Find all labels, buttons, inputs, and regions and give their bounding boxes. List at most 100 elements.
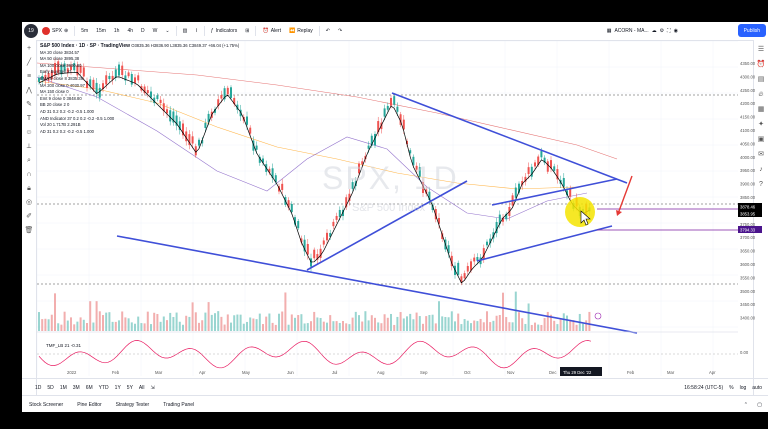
legend-row[interactable]: Early Buy/Sell 21 [40, 69, 72, 75]
volume-bar [105, 312, 108, 331]
pattern-icon[interactable]: ⋀ [26, 87, 32, 94]
tab-trading-panel[interactable]: Trading Panel [163, 401, 195, 408]
volume-bar [118, 320, 120, 331]
time-axis[interactable]: 2022 Feb Mar Apr May Jun Jul Aug Sep Oct Nov Dec Feb… [37, 366, 738, 378]
interval-5m[interactable]: 5m [81, 28, 89, 34]
candle-body [98, 87, 101, 98]
interval-dropdown-icon[interactable]: ⌄ [165, 28, 170, 34]
legend-row[interactable]: MA 200 close 0 4030.97 [40, 82, 85, 88]
hotlist-icon[interactable]: 🔥︎ [758, 91, 764, 98]
camera-icon[interactable]: ◉ [673, 27, 678, 34]
trash-icon[interactable]: 🗑︎ [24, 227, 34, 234]
volume-bar [54, 293, 56, 331]
emoji-icon[interactable]: ☺ [25, 129, 33, 136]
range-5y[interactable]: 5Y [126, 384, 133, 391]
ruler-icon[interactable]: ⟂ [26, 143, 32, 150]
time-axis-label: Oct [464, 370, 471, 375]
volume-bar [575, 324, 578, 331]
chat-icon[interactable]: ✉ [758, 151, 764, 158]
range-1d[interactable]: 1D [35, 384, 42, 391]
collapse-panel-icon[interactable]: ⌃ [743, 401, 748, 408]
volume-bar [92, 322, 95, 331]
range-1y[interactable]: 1Y [114, 384, 121, 391]
symbol-search[interactable]: SPX ⊕ [38, 27, 72, 35]
log-toggle[interactable]: log [739, 384, 747, 391]
legend-row[interactable]: MA 50 close 3895.38 [40, 56, 80, 62]
interval-1h[interactable]: 1h [113, 28, 120, 34]
legend-row[interactable]: AD 31 0.2 0.2 -0.2 -0.5 1.000 [40, 108, 95, 114]
replay-button[interactable]: ⏪ Replay [288, 28, 313, 34]
legend-row[interactable]: BB 20 close 2 0 [40, 102, 70, 108]
alert-button[interactable]: ⏰ Alert [262, 28, 281, 34]
legend-row[interactable]: Emt 9 close 0 3848.80 [40, 95, 82, 101]
indicators-button[interactable]: ƒ Indicators [210, 28, 238, 34]
redo-icon[interactable]: ↷ [337, 28, 343, 34]
price-chart[interactable] [37, 41, 738, 376]
interval-d[interactable]: D [141, 28, 145, 34]
fib-icon[interactable]: ≡ [26, 73, 32, 80]
volume-bar [294, 317, 296, 331]
data-window-icon[interactable]: ▤ [757, 76, 765, 83]
percent-toggle[interactable]: % [729, 384, 734, 391]
range-ytd[interactable]: YTD [98, 384, 109, 391]
legend-row[interactable]: MA 150 close 0 [40, 89, 69, 95]
bar-style-icon[interactable]: ▥ [182, 28, 188, 34]
legend-row[interactable]: MA 20 close 3834.57 [40, 49, 80, 55]
eye-icon[interactable]: ◎ [25, 199, 33, 206]
legend-row[interactable]: MA 100 close 3900.80 [40, 62, 82, 68]
interval-4h[interactable]: 4h [127, 28, 134, 34]
tsi-legend[interactable]: TMF_LB 21 -0.31 [46, 343, 82, 348]
clock-time[interactable]: 16:58:24 (UTC-5) [684, 384, 724, 391]
compare-icon[interactable]: ⌇ [195, 28, 198, 34]
watchlist-icon[interactable]: ☰ [757, 46, 765, 53]
brush-icon[interactable]: ✎ [26, 101, 32, 108]
fullscreen-icon[interactable]: ⛶ [667, 27, 671, 34]
lock-icon[interactable]: 🔒︎ [27, 185, 31, 192]
auto-toggle[interactable]: auto [752, 384, 762, 391]
candle-body [118, 64, 120, 76]
calendar-icon[interactable]: ▦ [757, 106, 765, 113]
volume-bar [271, 322, 274, 331]
range-5d[interactable]: 5D [47, 384, 54, 391]
magnet-icon[interactable]: ∩ [26, 171, 32, 178]
zoom-icon[interactable]: ⌕ [27, 157, 31, 164]
settings-gear-icon[interactable]: ⚙ [659, 27, 665, 34]
maximize-panel-icon[interactable]: ▢ [757, 401, 762, 408]
text-icon[interactable]: T [26, 115, 32, 122]
price-axis[interactable]: 4350.00 4300.00 4250.00 4200.00 4150.00 4100.… [738, 41, 768, 378]
legend-row[interactable]: Vol 20 1.717B 2.291B [40, 122, 81, 128]
legend-row[interactable]: AND Indicator 37 0.2 0.2 -0.2 -0.5 1.000 [40, 115, 115, 121]
range-3m[interactable]: 3M [72, 384, 80, 391]
undo-icon[interactable]: ↶ [325, 28, 330, 34]
tab-strategy-tester[interactable]: Strategy Tester [115, 401, 150, 408]
stay-drawing-icon[interactable]: ✐ [26, 213, 32, 220]
range-6m[interactable]: 6M [85, 384, 93, 391]
goto-date-icon[interactable]: ⇲ [150, 384, 155, 391]
ideas-icon[interactable]: ✦ [758, 121, 764, 128]
interval-w[interactable]: W [152, 28, 158, 34]
volume-bar [242, 323, 245, 331]
legend-row[interactable]: AD 31 0.2 0.2 -0.2 -0.5 1.000 [40, 128, 95, 134]
candle-body [447, 245, 450, 254]
candle-body [92, 79, 95, 90]
range-1m[interactable]: 1M [59, 384, 67, 391]
trendline-icon[interactable]: ╱ [26, 59, 32, 66]
volume-bar [393, 324, 396, 331]
price-axis-label: 3950.00 [740, 168, 756, 173]
help-icon[interactable]: ? [759, 181, 763, 188]
crosshair-icon[interactable]: + [26, 45, 32, 52]
notifications-icon[interactable]: ♪ [759, 166, 763, 173]
interval-15m[interactable]: 15m [96, 28, 106, 34]
alerts-icon[interactable]: ⏰ [756, 61, 766, 68]
tab-stock-screener[interactable]: Stock Screener [29, 401, 64, 408]
layout-selector[interactable]: ▦ ACORN - MA... ☁ ⚙ ⛶ ◉ [607, 24, 678, 37]
legend-row[interactable]: EMA 9 close 8 3835.36 [40, 75, 84, 81]
profile-avatar[interactable]: 19 [24, 24, 38, 38]
name-watermark: S&P 500 Index [352, 202, 426, 214]
templates-icon[interactable]: ⊞ [245, 28, 250, 34]
news-icon[interactable]: ▣ [757, 136, 765, 143]
publish-button[interactable]: Publish [737, 24, 766, 37]
add-symbol-icon[interactable]: ⊕ [64, 28, 69, 34]
range-all[interactable]: All [138, 384, 145, 391]
tab-pine-editor[interactable]: Pine Editor [77, 401, 102, 408]
